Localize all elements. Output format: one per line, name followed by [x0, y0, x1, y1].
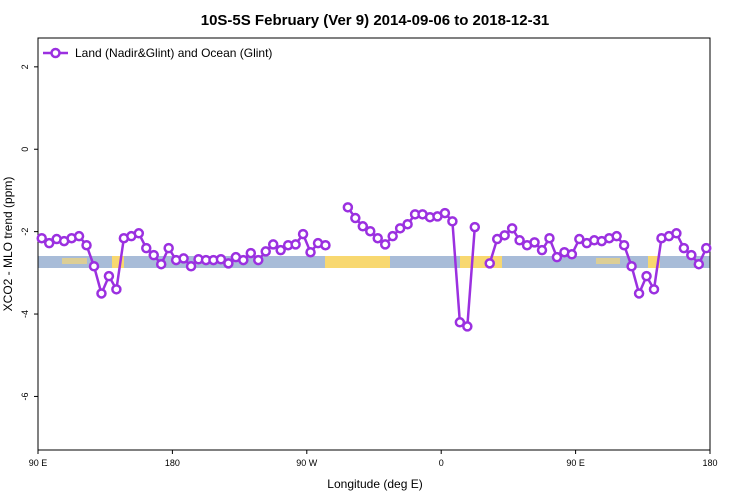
point [626, 260, 637, 272]
point [178, 253, 189, 264]
point [103, 270, 115, 282]
point [133, 228, 145, 239]
point [290, 239, 301, 250]
point [365, 225, 376, 237]
point [155, 258, 167, 270]
point [148, 249, 159, 261]
point [73, 230, 85, 242]
point [141, 242, 152, 254]
x-tick-label: 90 E [29, 458, 48, 468]
x-tick-label: 0 [439, 458, 444, 468]
point [678, 242, 690, 254]
point [43, 237, 55, 249]
point [551, 251, 563, 263]
point [96, 288, 107, 299]
point [641, 270, 652, 282]
point [163, 242, 174, 254]
point [350, 212, 361, 224]
point [253, 254, 264, 266]
point [297, 228, 309, 240]
point [267, 239, 279, 250]
point [260, 246, 271, 257]
y-tick-label: -4 [20, 310, 30, 318]
plot-frame [37, 37, 711, 451]
point [701, 242, 712, 254]
point [686, 249, 697, 261]
point [574, 233, 585, 245]
point [223, 258, 234, 269]
point [305, 246, 316, 258]
point [439, 207, 451, 219]
legend-marker [50, 47, 61, 59]
point [402, 218, 413, 230]
point [238, 254, 249, 266]
point [514, 235, 525, 246]
point [536, 244, 548, 256]
point [506, 223, 518, 234]
point [387, 230, 398, 242]
point [81, 239, 92, 251]
point [484, 258, 495, 269]
y-tick-label: 0 [20, 147, 30, 152]
point [648, 284, 660, 295]
x-axis-label: Longitude (deg E) [327, 477, 422, 491]
map-strip [38, 256, 710, 268]
point [88, 260, 100, 272]
x-tick-label: 90 E [566, 458, 585, 468]
point [447, 216, 458, 227]
point [357, 221, 369, 232]
point [499, 230, 510, 241]
y-tick-label: 2 [20, 64, 30, 69]
point [185, 260, 197, 272]
point [566, 249, 578, 260]
point [275, 244, 286, 256]
point [462, 321, 473, 332]
point [320, 239, 331, 251]
point [671, 228, 682, 239]
y-tick-label: -6 [20, 392, 30, 400]
point [394, 223, 406, 234]
point [529, 237, 540, 248]
point [544, 232, 555, 244]
point [469, 221, 481, 233]
point [454, 317, 466, 328]
point [693, 258, 705, 270]
x-tick-label: 180 [165, 458, 180, 468]
point [342, 202, 354, 213]
point [215, 253, 227, 265]
point [245, 247, 257, 259]
chart-title: 10S-5S February (Ver 9) 2014-09-06 to 20… [201, 12, 550, 29]
point [633, 288, 645, 299]
legend-label: Land (Nadir&Glint) and Ocean (Glint) [75, 46, 272, 60]
point [618, 239, 630, 251]
point [611, 230, 622, 242]
point [36, 232, 47, 244]
point [372, 232, 383, 244]
y-tick-label: -2 [20, 228, 30, 236]
point [379, 239, 391, 250]
point [111, 284, 122, 295]
x-tick-label: 90 W [296, 458, 318, 468]
y-axis-label: XCO2 - MLO trend (ppm) [1, 177, 15, 312]
x-tick-label: 180 [702, 458, 717, 468]
